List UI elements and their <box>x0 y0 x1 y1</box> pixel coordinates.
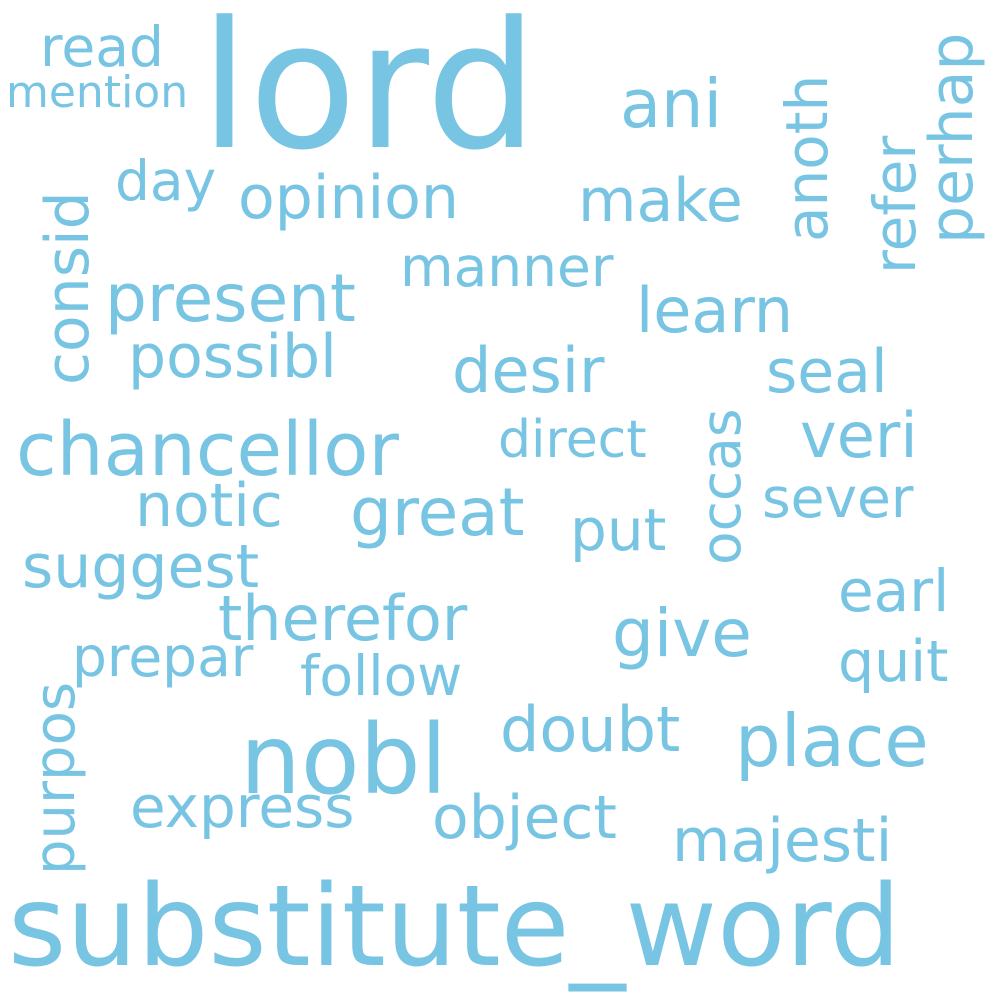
word-earl: earl <box>838 557 950 625</box>
word-manner: manner <box>400 235 614 299</box>
word-veri: veri <box>800 399 918 472</box>
word-quit: quit <box>838 629 949 695</box>
word-chancellor: chancellor <box>16 407 399 493</box>
word-give: give <box>612 595 752 672</box>
word-prepar: prepar <box>72 625 254 689</box>
word-nobl: nobl <box>240 704 448 816</box>
word-purpos: purpos <box>23 681 88 875</box>
word-desir: desir <box>452 334 605 407</box>
word-great: great <box>350 474 525 551</box>
word-ani: ani <box>620 65 723 143</box>
word-suggest: suggest <box>22 532 260 602</box>
word-make: make <box>578 166 743 236</box>
word-day: day <box>115 149 217 213</box>
word-follow: follow <box>300 644 463 708</box>
word-place: place <box>735 699 929 783</box>
word-present: present <box>105 260 356 337</box>
word-perhap: perhap <box>917 32 987 245</box>
word-seal: seal <box>766 337 888 407</box>
word-object: object <box>432 783 617 853</box>
word-possibl: possibl <box>128 322 337 392</box>
word-doubt: doubt <box>500 693 681 766</box>
word-opinion: opinion <box>238 163 459 233</box>
word-therefor: therefor <box>218 582 468 655</box>
word-put: put <box>570 496 667 564</box>
word-sever: sever <box>762 466 914 530</box>
word-substitute-word: substitute_word <box>8 862 901 992</box>
word-express: express <box>130 773 355 841</box>
word-notic: notic <box>135 471 283 541</box>
word-mention: mention <box>6 67 189 118</box>
word-occas: occas <box>689 408 753 566</box>
word-lord: lord <box>200 0 538 189</box>
word-learn: learn <box>636 274 794 347</box>
word-refer: refer <box>861 135 929 274</box>
word-direct: direct <box>498 410 647 470</box>
word-anoth: anoth <box>773 74 841 242</box>
word-consid: consid <box>33 191 103 385</box>
word-read: read <box>40 15 164 79</box>
word-majesti: majesti <box>672 806 893 876</box>
